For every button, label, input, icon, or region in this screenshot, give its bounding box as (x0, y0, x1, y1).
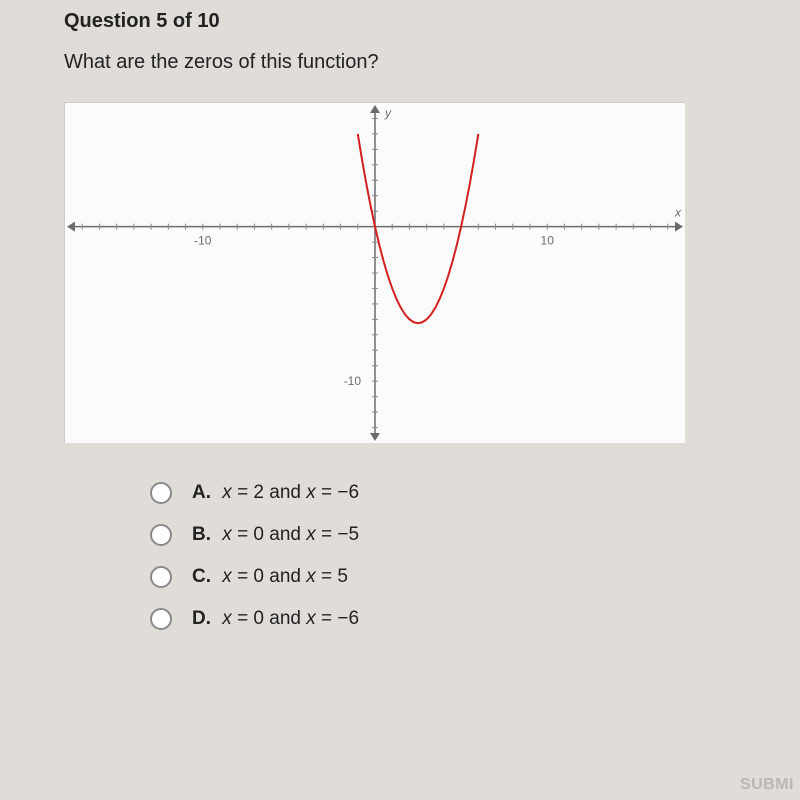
option-var: x (306, 566, 316, 587)
option-var: x (306, 524, 316, 545)
option-var: x (306, 482, 316, 503)
option-var: x (222, 608, 232, 629)
option-var: x (222, 524, 232, 545)
radio-icon[interactable] (150, 566, 172, 588)
option-letter: A. (192, 482, 211, 503)
radio-icon[interactable] (150, 524, 172, 546)
option-b[interactable]: B. x = 0 and x = −5 (150, 524, 760, 546)
svg-text:-10: -10 (194, 234, 212, 248)
option-text: = 0 and (237, 566, 306, 587)
question-prompt: What are the zeros of this function? (64, 51, 760, 74)
option-letter: B. (192, 524, 211, 545)
question-number: Question 5 of 10 (64, 10, 760, 33)
option-text: = 5 (321, 566, 348, 587)
option-label: A. x = 2 and x = −6 (192, 482, 359, 504)
answer-options: A. x = 2 and x = −6 B. x = 0 and x = −5 … (150, 482, 760, 630)
option-var: x (306, 608, 316, 629)
option-a[interactable]: A. x = 2 and x = −6 (150, 482, 760, 504)
option-text: = −6 (321, 608, 359, 629)
svg-text:-10: -10 (344, 374, 362, 388)
submit-button[interactable]: SUBMI (740, 776, 794, 794)
option-letter: C. (192, 566, 211, 587)
option-text: = −6 (321, 482, 359, 503)
option-text: = 2 and (237, 482, 306, 503)
svg-text:10: 10 (541, 234, 555, 248)
svg-text:x: x (674, 206, 682, 220)
option-text: = −5 (321, 524, 359, 545)
option-text: = 0 and (237, 524, 306, 545)
radio-icon[interactable] (150, 482, 172, 504)
graph-svg: -10 10 -10 x y (65, 103, 685, 443)
option-label: C. x = 0 and x = 5 (192, 566, 348, 588)
option-var: x (222, 482, 232, 503)
svg-text:y: y (384, 106, 392, 120)
option-text: = 0 and (237, 608, 306, 629)
option-label: D. x = 0 and x = −6 (192, 608, 359, 630)
option-letter: D. (192, 608, 211, 629)
option-c[interactable]: C. x = 0 and x = 5 (150, 566, 760, 588)
option-d[interactable]: D. x = 0 and x = −6 (150, 608, 760, 630)
option-var: x (222, 566, 232, 587)
radio-icon[interactable] (150, 608, 172, 630)
option-label: B. x = 0 and x = −5 (192, 524, 359, 546)
function-graph: -10 10 -10 x y (64, 102, 684, 442)
